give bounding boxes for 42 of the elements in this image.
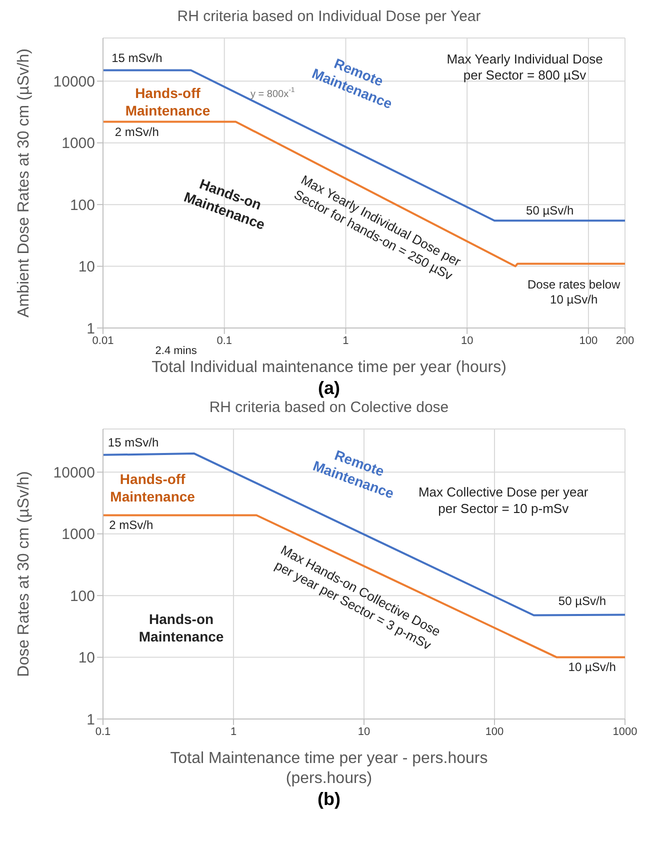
annotation: Max Collective Dose per year per Sector = 10 p-mSv [418,485,589,516]
annotation: 10 µSv/h [568,660,616,674]
annotation: Hands-off Maintenance [110,470,196,504]
x-tick-label: 1 [342,334,349,347]
chart-title: RH criteria based on Colective dose [208,399,450,418]
x-tick-label: 0.1 [95,726,111,738]
x-axis-title: Total Individual maintenance time per year (hours) [150,358,508,378]
annotation: y = 800x$^{-1}$ [250,87,295,100]
annotation: 2 mSv/h [109,518,154,532]
annotation: 50 µSv/h [558,594,606,608]
x-tick-label: 100 [579,334,598,347]
x-tick-label: 10 [358,726,370,738]
annotation: 50 µSv/h [526,204,574,218]
text: 2.4 mins [155,345,198,358]
y-tick-label: 10000 [53,464,95,482]
x-tick-label: 1 [230,726,237,738]
x-tick-label: 0.01 [92,334,114,347]
x-tick-label: 10 [460,334,474,347]
x-tick-label: 200 [616,334,634,347]
x-axis-title: Total Maintenance time per year - pers.hours (pers.hours) [169,749,489,789]
x-tick-label: 1000 [612,726,638,738]
annotation: 15 mSv/h [108,436,159,450]
x-tick-label: 100 [485,726,504,738]
y-tick-label: 100 [70,588,95,605]
y-tick-label: 100 [70,196,95,214]
y-tick-label: 10 [78,650,95,667]
annotation: 2 mSv/h [114,125,159,139]
annotation: Hands-off Maintenance [125,84,210,118]
y-tick-label: 1000 [62,526,95,544]
x-tick-label: 0.1 [216,334,232,347]
text: (b) [316,789,342,810]
y-tick-label: 1000 [62,135,95,152]
annotation: Max Yearly Individual Dose per Sector = 800 µSv [446,52,603,84]
y-axis-title: Ambient Dose Rates at 30 cm (µSv/h) [16,48,33,318]
annotation: Hands-on Maintenance [138,610,224,644]
y-tick-label: 10 [78,258,95,276]
y-tick-label: 10000 [53,73,95,90]
text: (a) [317,378,341,399]
annotation: Dose rates below 10 µSv/h [527,278,621,307]
annotation: 15 mSv/h [112,51,162,66]
chart-title: RH criteria based on Individual Dose per Year [176,8,482,27]
y-axis-title: Dose Rates at 30 cm (µSv/h) [16,471,33,677]
